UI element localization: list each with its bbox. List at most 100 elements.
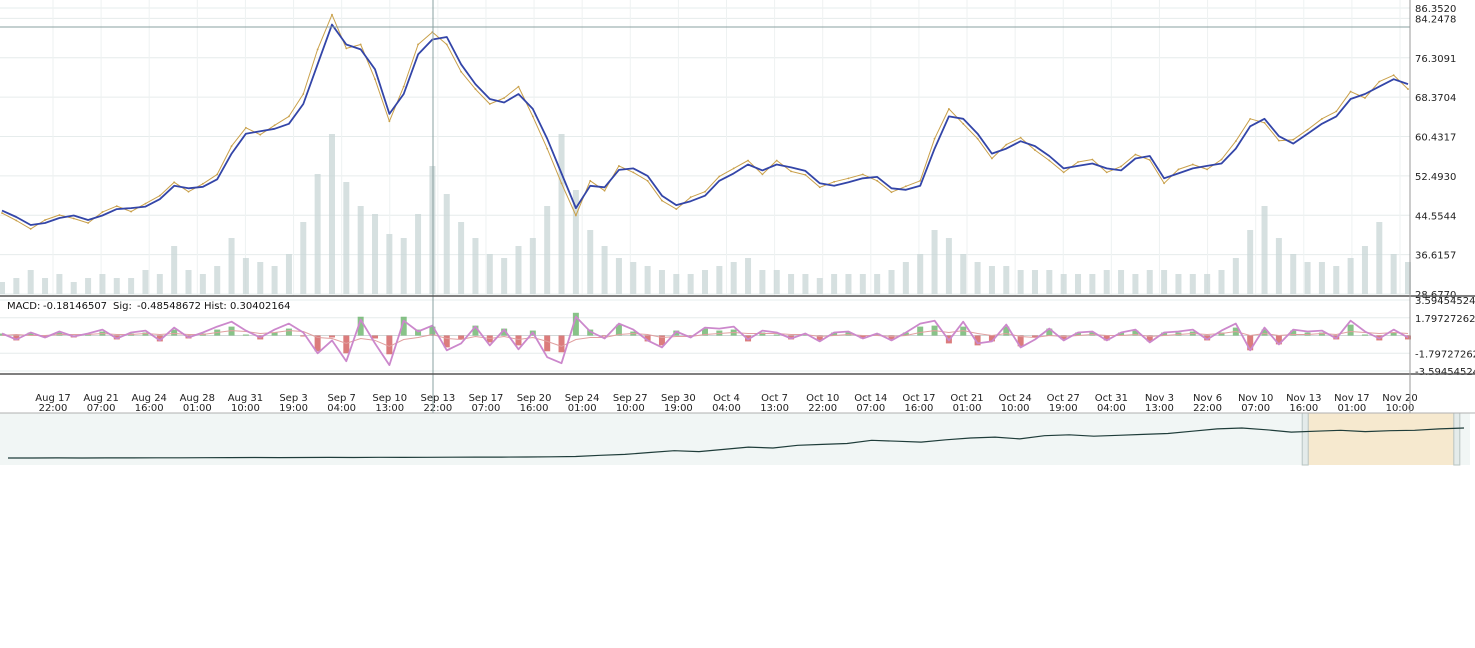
volume-bar: [1003, 266, 1010, 294]
macd-histogram-bar: [974, 335, 981, 346]
volume-bar: [400, 238, 407, 294]
volume-bar: [0, 282, 5, 294]
volume-bar: [988, 266, 995, 294]
volume-bar: [615, 258, 622, 294]
volume-bar: [931, 230, 938, 294]
price-point: [646, 179, 649, 182]
volume-bar: [544, 206, 551, 294]
navigator-history-line: [8, 427, 1465, 459]
macd-histogram-bar: [1146, 335, 1153, 342]
volume-bar: [285, 254, 292, 294]
macd-histogram-bar: [572, 312, 579, 336]
volume-bar: [185, 270, 192, 294]
volume-bar: [214, 266, 221, 294]
price-point: [359, 43, 362, 46]
time-tick-time: 13:00: [1145, 403, 1174, 414]
price-point: [1091, 158, 1094, 161]
price-point: [187, 190, 190, 193]
price-point: [1191, 163, 1194, 166]
volume-bar: [415, 214, 422, 294]
macd-histogram-bar: [314, 335, 321, 352]
volume-bar: [1031, 270, 1038, 294]
price-point: [388, 120, 391, 123]
macd-histogram-bar: [372, 335, 379, 339]
volume-bar: [874, 274, 881, 294]
time-tick-time: 07:00: [856, 403, 885, 414]
price-point: [1263, 121, 1266, 124]
price-point: [991, 157, 993, 160]
volume-bar: [1132, 274, 1139, 294]
volume-bar: [745, 258, 752, 294]
price-point: [345, 47, 348, 50]
price-point: [790, 170, 792, 173]
macd-histogram-bar: [759, 332, 766, 336]
price-point: [445, 43, 448, 46]
macd-histogram-bar: [673, 330, 680, 336]
time-tick-date: Oct 14: [854, 393, 887, 404]
price-point: [1134, 153, 1137, 156]
macd-histogram-bar: [1204, 335, 1211, 341]
macd-histogram-bar: [773, 334, 780, 336]
macd-readout-label: MACD:: [7, 301, 40, 312]
volume-bar: [27, 270, 34, 294]
volume-bar: [1232, 258, 1239, 294]
volume-bar: [759, 270, 766, 294]
volume-bar: [171, 246, 178, 294]
price-point: [661, 199, 663, 202]
price-point: [1206, 168, 1209, 171]
price-point: [259, 133, 262, 136]
volume-bar: [1318, 262, 1325, 294]
macd-histogram-bar: [443, 335, 450, 348]
macd-tick-label: -3.59454524: [1415, 367, 1475, 378]
navigator-panel[interactable]: [0, 412, 1470, 466]
price-tick-label: 60.4317: [1415, 133, 1456, 144]
macd-histogram-bar: [544, 335, 551, 352]
navigator-handle-right[interactable]: [1453, 412, 1461, 466]
macd-histogram-bar: [1017, 335, 1024, 347]
price-point: [775, 159, 778, 162]
macd-histogram-bar: [271, 332, 278, 336]
price-point: [933, 137, 936, 140]
price-tick-label: 52.4930: [1415, 172, 1456, 183]
macd-histogram-bar: [300, 335, 307, 337]
navigator-selection[interactable]: [1308, 413, 1454, 465]
price-point: [531, 115, 534, 118]
volume-bar: [1390, 254, 1397, 294]
price-point: [962, 122, 965, 125]
price-point: [804, 173, 807, 176]
volume-bar: [386, 234, 393, 294]
volume-bar: [673, 274, 680, 294]
price-point: [747, 159, 749, 162]
macd-histogram-bar: [601, 335, 608, 337]
macd-histogram-bar: [386, 335, 393, 355]
time-tick-date: Oct 27: [1047, 393, 1080, 404]
macd-histogram-bar: [242, 334, 249, 336]
volume-bar: [845, 274, 852, 294]
price-point: [87, 222, 89, 224]
macd-histogram-bar: [1132, 330, 1139, 336]
price-point: [574, 214, 577, 217]
time-tick-time: 22:00: [39, 403, 68, 414]
macd-histogram-bar: [1118, 332, 1125, 336]
macd-histogram-bar: [415, 329, 422, 336]
volume-bar: [228, 238, 235, 294]
signal-readout-label: Sig:: [113, 301, 132, 312]
price-point: [1306, 128, 1309, 131]
price-point: [1148, 159, 1151, 161]
volume-bar: [945, 238, 952, 294]
time-tick-time: 10:00: [1386, 403, 1415, 414]
macd-panel[interactable]: 3.59454524 1.79727262 -1.79727262 -3.594545…: [0, 296, 1475, 378]
navigator-handle-left[interactable]: [1301, 412, 1309, 466]
price-point: [1163, 182, 1166, 185]
price-point: [503, 97, 506, 99]
price-point: [1005, 143, 1008, 146]
volume-bar: [1075, 274, 1082, 294]
macd-histogram-bar: [1318, 332, 1325, 336]
volume-bar: [472, 238, 479, 294]
price-point: [1048, 159, 1051, 162]
price-point: [861, 173, 864, 176]
price-point: [1077, 161, 1079, 163]
time-tick-time: 10:00: [1001, 403, 1030, 414]
